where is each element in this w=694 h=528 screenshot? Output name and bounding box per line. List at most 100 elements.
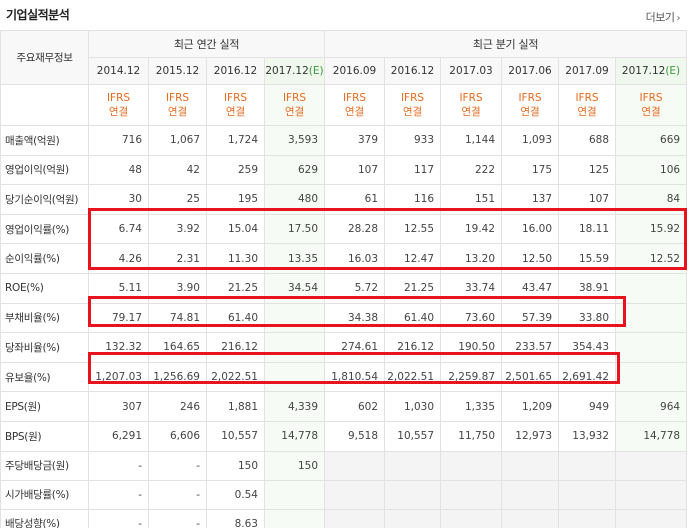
standard-ifrs: IFRS	[639, 92, 663, 104]
value-cell: 216.12	[206, 332, 265, 363]
value-cell: 6,606	[148, 420, 207, 452]
value-cell: 2,022.51	[384, 361, 442, 393]
value-cell: 42	[148, 154, 207, 186]
empty-cell	[324, 508, 386, 528]
value-cell	[615, 302, 688, 334]
empty-cell	[324, 450, 386, 481]
standard-consolidated: 연결	[461, 106, 481, 118]
value-cell: 33.80	[558, 302, 617, 334]
table-row: 배당성향(%) - -8.63	[0, 508, 688, 528]
row-label: 유보율(%)	[0, 361, 89, 393]
value-cell: 17.50	[263, 213, 326, 245]
value-cell: 106	[615, 154, 688, 186]
value-cell: 1,335	[440, 391, 503, 422]
value-cell	[615, 272, 688, 304]
value-cell: 3.90	[148, 272, 207, 304]
table-row: 시가배당률(%) - -0.54	[0, 479, 688, 510]
value-cell: 2,501.65	[501, 361, 560, 393]
value-cell: 933	[384, 125, 442, 156]
empty-cell	[324, 479, 386, 510]
accounting-standard: IFRS 연결	[263, 84, 326, 126]
period-date: 2015.12	[155, 65, 200, 77]
value-cell: 19.42	[440, 213, 503, 245]
value-cell: 4.26	[88, 243, 149, 274]
annual-group-header: 최근 연간 실적	[87, 30, 326, 58]
period-date: 2017.09	[565, 65, 609, 77]
value-cell: 151	[440, 184, 503, 215]
value-cell: 602	[324, 391, 386, 422]
value-cell: 34.38	[324, 302, 386, 334]
period-header: 2017.12(E)	[263, 57, 326, 85]
value-cell: 61.40	[206, 302, 265, 334]
standard-consolidated: 연결	[225, 106, 246, 118]
estimate-marker: (E)	[665, 65, 681, 77]
period-header: 2014.12	[88, 57, 149, 85]
value-cell: 43.47	[501, 272, 560, 304]
value-cell: 25	[148, 184, 207, 215]
value-cell: 14,778	[615, 420, 688, 452]
table-row: 당좌비율(%) 132.32 164.65 216.12 274.61 216.12 190…	[0, 332, 688, 363]
value-cell: 1,256.69	[148, 361, 207, 393]
value-cell: 21.25	[206, 272, 265, 304]
value-cell: 107	[558, 184, 617, 215]
period-header: 2016.12	[206, 57, 265, 85]
value-cell: 11.30	[206, 243, 265, 274]
period-date: 2017.12	[265, 65, 309, 77]
standard-consolidated: 연결	[577, 106, 597, 118]
value-cell: 716	[88, 125, 149, 156]
value-cell: 74.81	[148, 302, 207, 334]
more-link[interactable]: 더보기 ›	[646, 9, 681, 25]
standard-ifrs: IFRS	[282, 92, 307, 104]
ifrs-row-label	[0, 84, 89, 126]
value-cell: 1,144	[440, 125, 503, 156]
empty-cell	[558, 479, 617, 510]
row-label: 매출액(억원)	[0, 125, 89, 156]
value-cell: 38.91	[558, 272, 617, 304]
accounting-standard: IFRS 연결	[206, 84, 265, 126]
section-title: 기업실적분석	[6, 8, 70, 22]
value-cell: 964	[615, 391, 688, 422]
accounting-standard: IFRS 연결	[440, 84, 503, 126]
value-cell: 21.25	[384, 272, 442, 304]
table-row: 유보율(%) 1,207.03 1,256.69 2,022.51 1,810.54 2,…	[0, 361, 688, 393]
empty-cell	[384, 450, 442, 481]
value-cell: 1,881	[206, 391, 265, 422]
value-cell: 1,810.54	[324, 361, 386, 393]
period-date: 2016.12	[390, 65, 435, 77]
standard-consolidated: 연결	[344, 106, 365, 118]
value-cell	[263, 302, 326, 334]
period-header: 2017.03	[440, 57, 503, 85]
side-header: 주요재무정보	[0, 30, 89, 85]
accounting-standard: IFRS 연결	[558, 84, 617, 126]
period-header: 2016.09	[324, 57, 386, 85]
value-cell: 2,691.42	[558, 361, 617, 393]
value-cell: 1,030	[384, 391, 442, 422]
row-label: 순이익률(%)	[0, 243, 89, 274]
value-cell: 164.65	[148, 332, 207, 363]
value-cell: 84	[615, 184, 688, 215]
standard-ifrs: IFRS	[223, 92, 248, 104]
value-cell: 150	[263, 450, 326, 481]
empty-cell	[501, 450, 560, 481]
value-cell: 688	[558, 125, 617, 156]
value-cell: 246	[148, 391, 207, 422]
value-cell: 13,932	[558, 420, 617, 452]
value-cell: 12.55	[384, 213, 442, 245]
accounting-standard: IFRS 연결	[324, 84, 386, 126]
value-cell: 5.11	[88, 272, 149, 304]
value-cell: -	[148, 508, 207, 528]
row-label: 주당배당금(원)	[0, 450, 89, 481]
value-cell: 61	[324, 184, 386, 215]
value-cell: 379	[324, 125, 386, 156]
value-cell: 1,724	[206, 125, 265, 156]
period-date: 2017.03	[449, 65, 493, 77]
value-cell: 2.31	[148, 243, 207, 274]
estimate-marker: (E)	[308, 65, 324, 77]
row-label: EPS(원)	[0, 391, 89, 422]
accounting-standard: IFRS 연결	[501, 84, 560, 126]
value-cell: 34.54	[263, 272, 326, 304]
standard-ifrs: IFRS	[342, 92, 367, 104]
row-label: 영업이익률(%)	[0, 213, 89, 245]
period-header: 2016.12	[384, 57, 442, 85]
value-cell	[615, 361, 688, 393]
